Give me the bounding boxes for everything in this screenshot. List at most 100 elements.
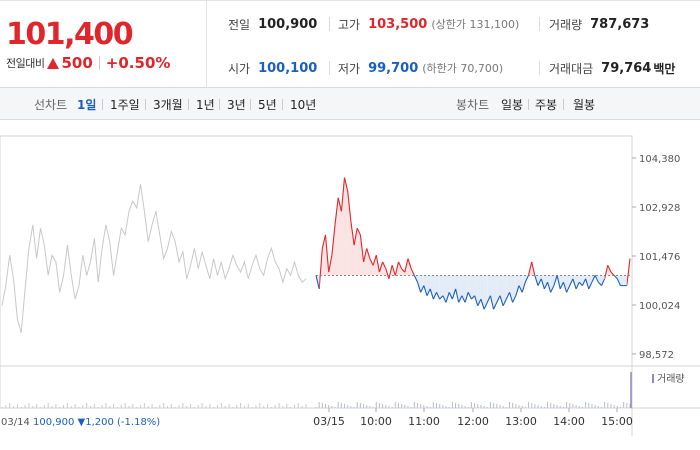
stat-sub: (하한가 70,700) [422, 62, 504, 75]
x-tick-label: 13:00 [505, 415, 537, 428]
plot-frame [0, 135, 633, 409]
tab-daily[interactable]: 일봉 [501, 98, 524, 112]
series-today-up [394, 261, 400, 276]
divider [145, 99, 146, 110]
series-today-up [604, 265, 609, 279]
divider [329, 61, 330, 75]
volume-legend-label: 거래량 [657, 373, 685, 385]
series-today-up [404, 258, 409, 273]
series-today-down [489, 295, 495, 310]
series-today-up [331, 224, 336, 256]
down-area [623, 275, 627, 286]
series-today-down [572, 278, 577, 290]
down-area [566, 275, 570, 293]
series-today-down [455, 288, 460, 303]
series-today-down [591, 275, 596, 283]
legend-swatch [652, 374, 654, 383]
series-today-up [531, 261, 536, 276]
series-today-down [480, 298, 485, 310]
x-tick-label: 14:00 [553, 415, 585, 428]
series-today-down [464, 292, 469, 303]
series-today-up [385, 268, 390, 279]
series-today-up [369, 258, 374, 266]
series-today-down [315, 275, 320, 290]
down-area [588, 275, 592, 289]
series-today-down [524, 275, 529, 283]
y-tick-label: 102,928 [639, 203, 680, 214]
triangle-up-icon [47, 57, 60, 69]
stat-low: 저가 99,700 (하한가 70,700) [338, 58, 503, 78]
tab-1w[interactable]: 1주일 [110, 98, 140, 112]
stat-label: 시가 [228, 61, 251, 76]
down-area [465, 275, 469, 303]
up-area [398, 261, 402, 276]
current-price: 101,400 [6, 17, 134, 52]
series-today-up [363, 248, 368, 263]
down-area [455, 275, 459, 303]
down-area [490, 275, 494, 310]
prev-day-summary: 03/14 100,900 ▼1,200 (-1.18%) [1, 417, 160, 428]
stat-value: 103,500 [368, 16, 428, 32]
down-area [420, 275, 424, 293]
down-area [446, 275, 450, 303]
down-area [591, 275, 596, 283]
tab-5y[interactable]: 5년 [258, 98, 277, 112]
down-area [452, 275, 456, 300]
series-today-down [448, 292, 453, 300]
down-area [484, 275, 488, 310]
series-today-down [594, 275, 599, 283]
change-value: 500 [61, 54, 93, 72]
tab-3y[interactable]: 3년 [227, 98, 246, 112]
x-tick-label: 15:00 [601, 415, 633, 428]
series-today-down [429, 288, 434, 300]
series-today-up [343, 177, 349, 192]
up-area [338, 197, 342, 276]
tab-1y[interactable]: 1년 [196, 98, 215, 112]
series-today-down [518, 285, 523, 293]
stat-amount: 거래대금 79,764 백만 [549, 58, 675, 78]
tab-monthly[interactable]: 월봉 [573, 98, 596, 112]
down-area [477, 275, 481, 306]
series-today-down [416, 282, 422, 293]
series-today-down [543, 281, 548, 290]
tab-1d[interactable]: 1일 [77, 98, 97, 112]
down-area [509, 275, 513, 303]
series-today-up [324, 234, 330, 273]
tab-3m[interactable]: 3개월 [153, 98, 183, 112]
divider [282, 99, 283, 110]
down-area [487, 275, 491, 303]
up-area [369, 258, 374, 276]
down-area [427, 275, 431, 296]
tab-weekly[interactable]: 주봉 [535, 98, 558, 112]
series-today-up [607, 265, 612, 273]
stat-volume: 거래량 787,673 [549, 14, 649, 34]
up-area [344, 177, 348, 276]
stat-value: 787,673 [590, 16, 650, 32]
divider [219, 99, 220, 110]
down-area [550, 275, 554, 293]
y-tick-label: 98,572 [639, 350, 674, 361]
divider [539, 61, 540, 75]
series-today-up [407, 258, 412, 269]
series-today-up [318, 248, 323, 289]
series-today-down [467, 292, 472, 300]
down-area [576, 275, 580, 289]
down-area [423, 275, 427, 296]
series-today-up [397, 261, 403, 269]
series-today-down [432, 292, 438, 300]
x-tick-label: 03/15 [313, 415, 345, 428]
series-today-up [375, 255, 380, 273]
series-today-up [391, 265, 396, 276]
up-area [347, 191, 351, 276]
today-down-segments [315, 275, 627, 310]
divider [250, 99, 251, 110]
stat-label: 고가 [338, 17, 361, 32]
down-area [503, 275, 507, 306]
down-area [598, 275, 602, 286]
tab-10y[interactable]: 10년 [290, 98, 317, 112]
series-today-down [569, 278, 574, 286]
series-today-down [493, 302, 498, 310]
x-tick-label: 11:00 [408, 415, 440, 428]
divider [188, 99, 189, 110]
down-area [512, 275, 516, 303]
